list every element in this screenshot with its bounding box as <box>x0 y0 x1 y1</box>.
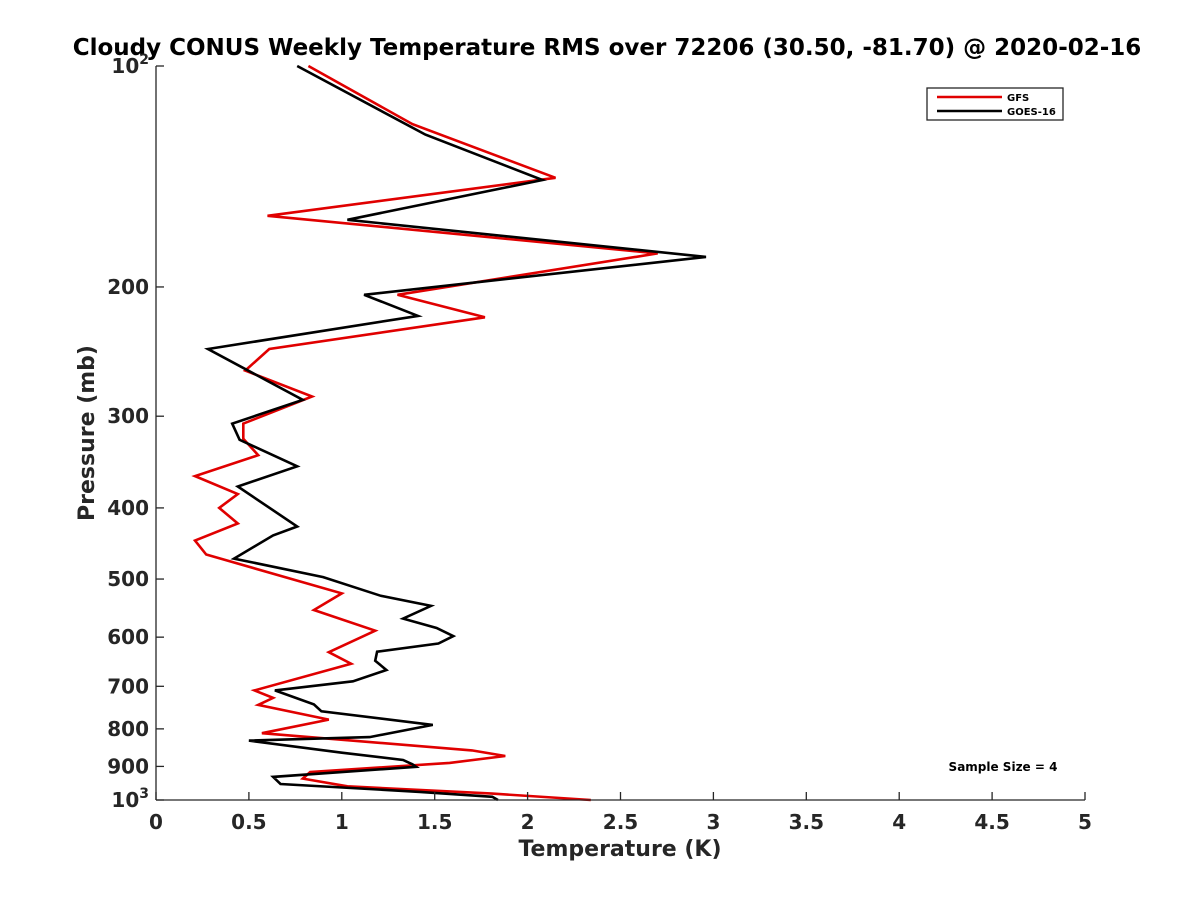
y-tick-label: 300 <box>107 404 149 428</box>
y-tick-label: 200 <box>107 275 149 299</box>
x-tick-label: 5 <box>1078 810 1092 834</box>
sample-size-annotation: Sample Size = 4 <box>949 760 1058 774</box>
y-tick-label: 500 <box>107 567 149 591</box>
y-tick-label: 700 <box>107 674 149 698</box>
x-tick-label: 2 <box>521 810 535 834</box>
x-axis-label: Temperature (K) <box>518 837 721 862</box>
chart-title: Cloudy CONUS Weekly Temperature RMS over… <box>73 35 1142 61</box>
legend-box <box>926 87 1064 121</box>
x-tick-label: 4 <box>892 810 906 834</box>
x-tick-label: 2.5 <box>603 810 638 834</box>
x-tick-label: 0 <box>149 810 163 834</box>
axes: 0 0.5 1 1.5 2 2.5 3 3.5 4 4.5 5 102 200 300 400 500 600 7… <box>107 52 1092 834</box>
x-tick-label: 0.5 <box>231 810 266 834</box>
x-tick-label: 3 <box>706 810 720 834</box>
legend: GFS GOES-16 <box>926 87 1064 121</box>
legend-label: GFS <box>1007 93 1029 104</box>
y-tick-label: 103 <box>111 786 149 812</box>
legend-label: GOES-16 <box>1007 107 1056 118</box>
x-tick-label: 1.5 <box>417 810 452 834</box>
plot-area <box>191 64 707 802</box>
y-tick-label: 600 <box>107 625 149 649</box>
y-tick-label: 102 <box>111 52 149 78</box>
y-axis-label: Pressure (mb) <box>75 345 100 521</box>
y-tick-label: 400 <box>107 496 149 520</box>
x-tick-label: 3.5 <box>789 810 824 834</box>
x-tick-label: 1 <box>335 810 349 834</box>
y-tick-label: 900 <box>107 754 149 778</box>
series-line-gfs <box>191 64 658 802</box>
series-line-goes-16 <box>203 64 707 802</box>
y-tick-label: 800 <box>107 717 149 741</box>
x-tick-label: 4.5 <box>974 810 1009 834</box>
